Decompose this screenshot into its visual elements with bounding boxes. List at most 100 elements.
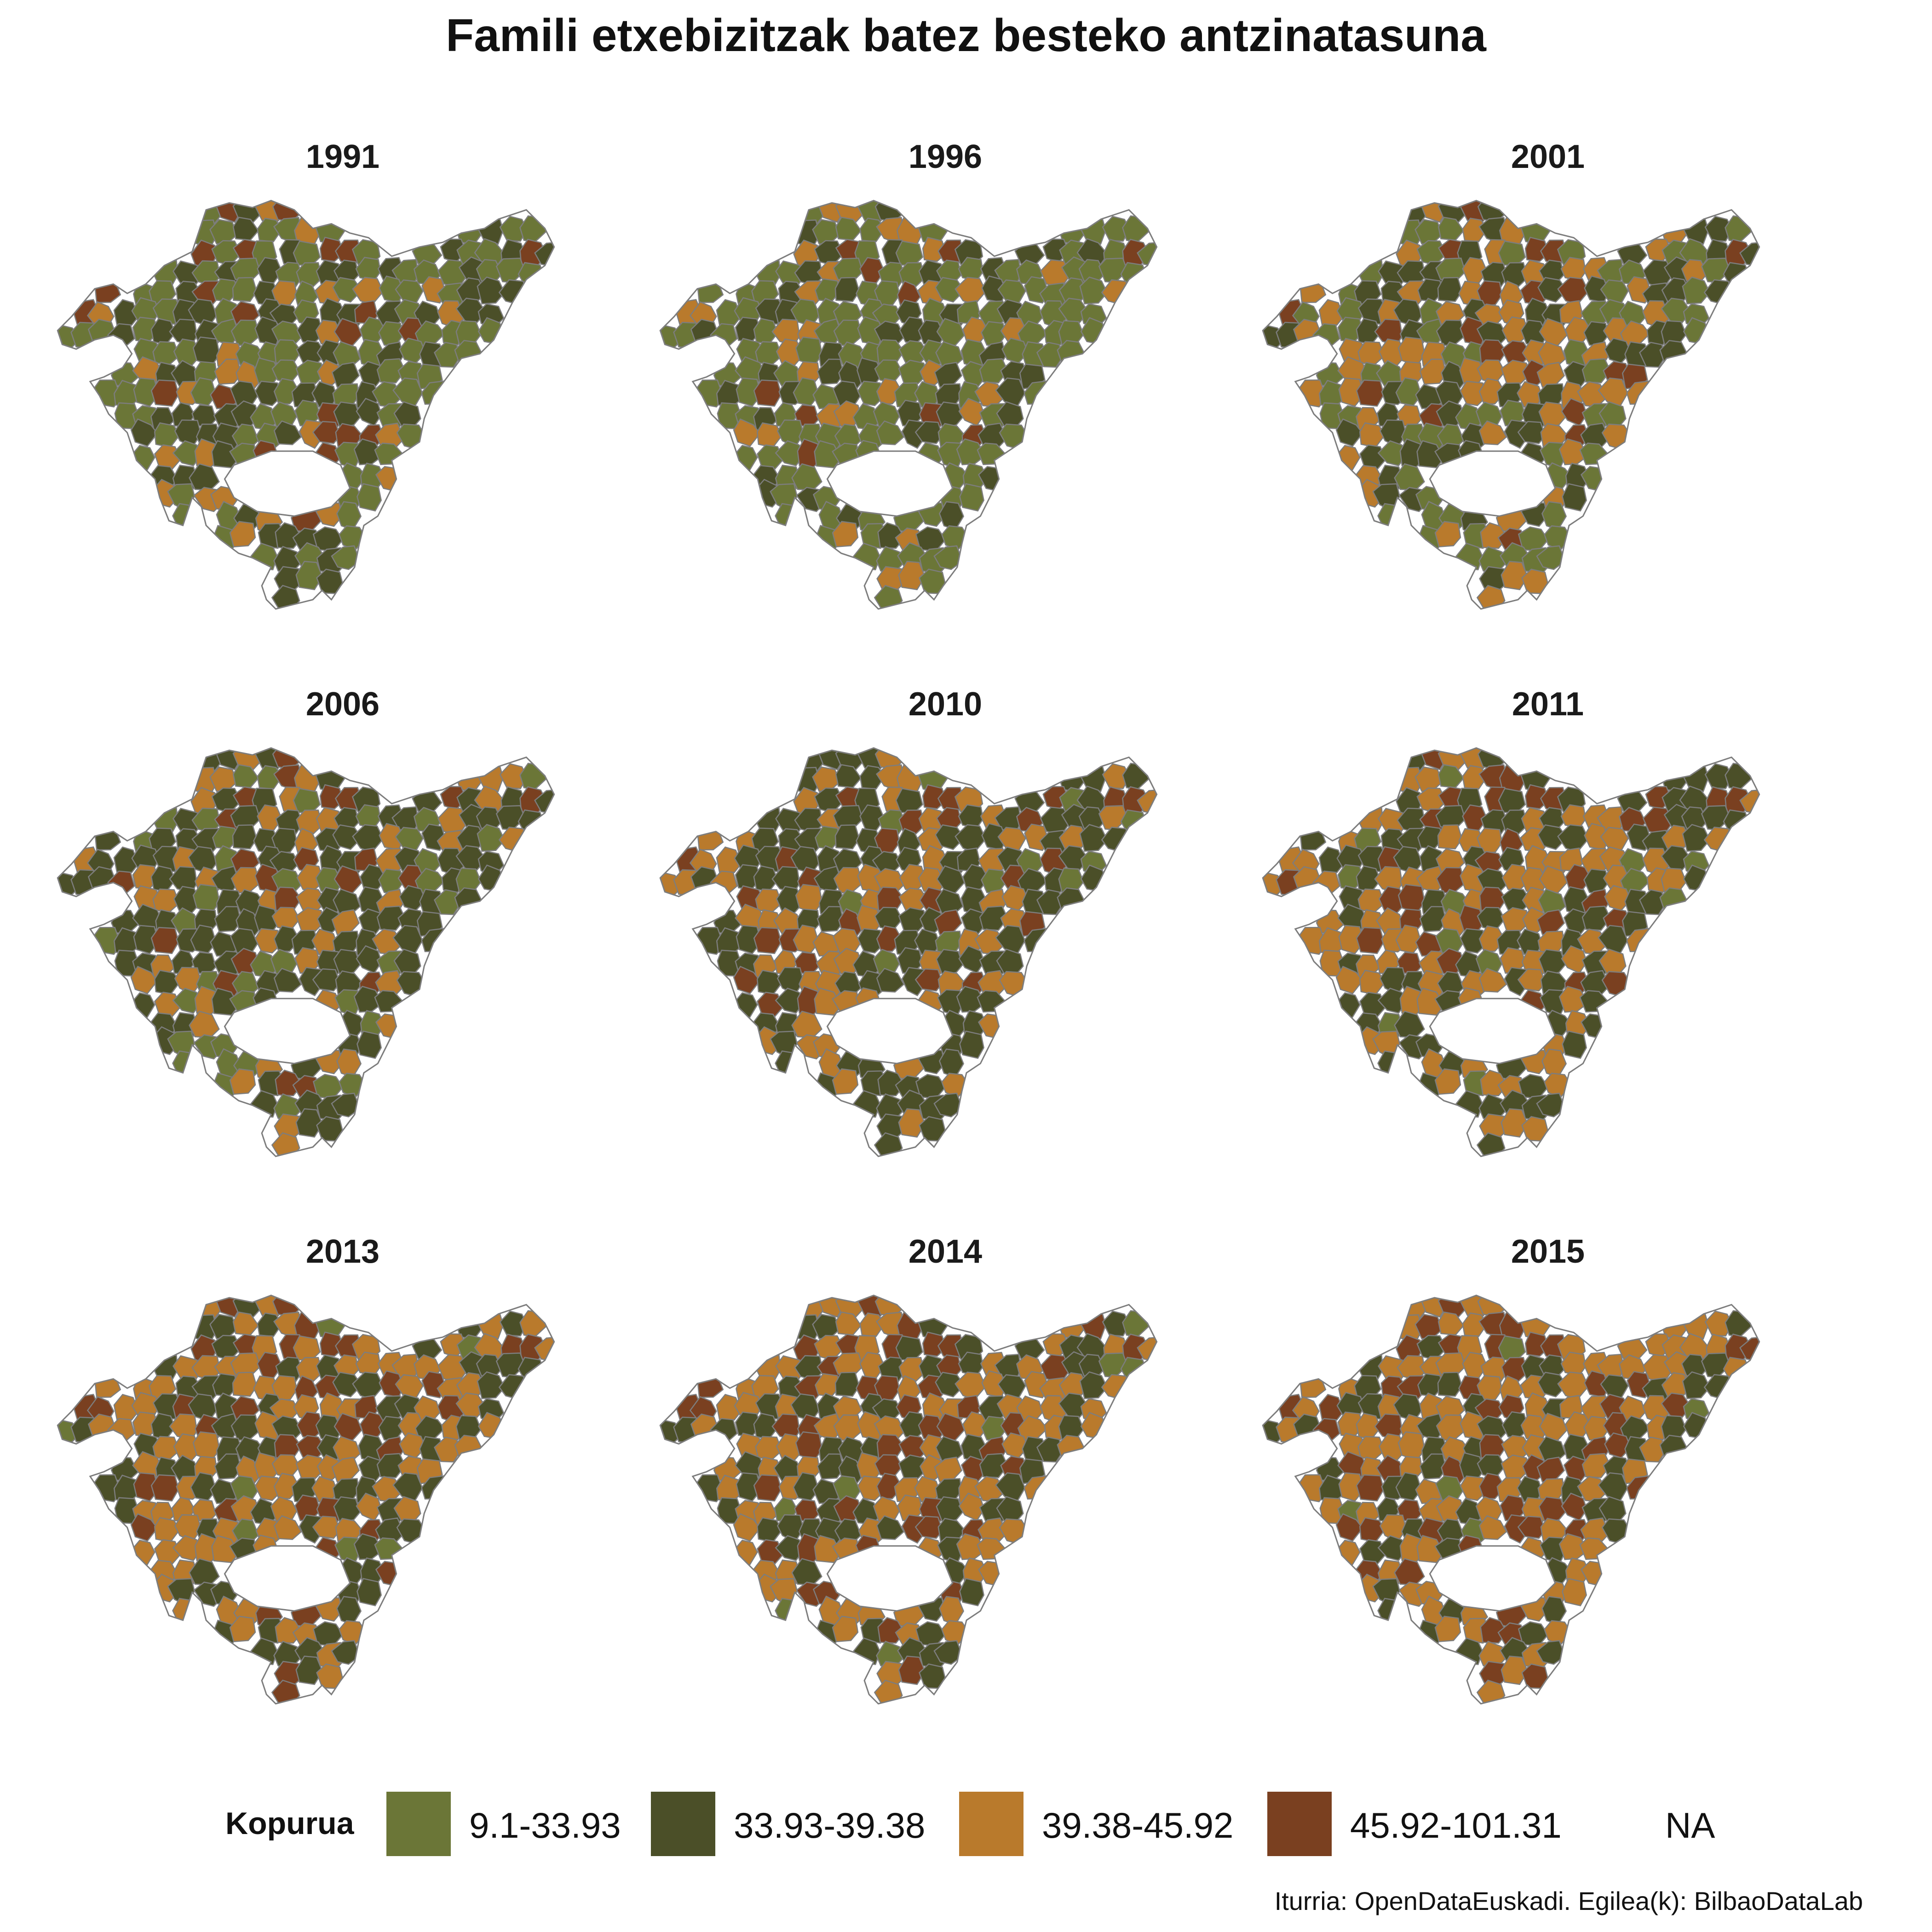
municipality-region	[898, 1656, 926, 1685]
municipality-region	[1079, 824, 1108, 852]
municipality-region	[1557, 1371, 1589, 1400]
municipality-region	[1562, 1030, 1587, 1059]
municipality-region	[1558, 1533, 1589, 1560]
municipality-region	[1335, 444, 1361, 473]
municipality-region	[1536, 1092, 1566, 1118]
municipality-region	[736, 1472, 762, 1502]
municipality-region	[1501, 1656, 1529, 1685]
municipality-region	[375, 466, 405, 492]
municipality-region	[895, 1335, 924, 1361]
municipality-region	[1356, 1474, 1385, 1502]
municipality-region	[113, 1394, 139, 1422]
municipality-region	[874, 1132, 903, 1156]
map-panel-2015: 2015	[1249, 1233, 1847, 1762]
municipality-region	[859, 765, 886, 790]
choropleth-map	[57, 200, 555, 610]
panel-year-title: 2013	[305, 1233, 380, 1270]
municipality-region	[192, 884, 220, 914]
municipality-region	[916, 442, 944, 470]
panel-year-title: 1996	[908, 138, 983, 175]
municipality-region	[1102, 1311, 1131, 1337]
municipality-region	[935, 277, 965, 303]
municipality-region	[1519, 1536, 1547, 1564]
municipality-region	[229, 521, 256, 548]
legend-label: 9.1-33.93	[469, 1805, 621, 1846]
municipality-region	[375, 1013, 405, 1039]
municipality-region	[353, 1533, 384, 1560]
municipality-region	[1537, 1372, 1568, 1397]
municipality-region	[352, 276, 384, 305]
municipality-region	[150, 1474, 179, 1502]
municipality-region	[816, 906, 845, 932]
municipality-region	[150, 380, 179, 407]
region-outline	[1262, 200, 1760, 610]
municipality-region	[1377, 1535, 1409, 1561]
municipality-region	[1462, 218, 1488, 242]
municipality-region	[130, 992, 155, 1020]
page-title: Famili etxebizitzak batez besteko antzin…	[446, 10, 1486, 61]
municipality-region	[935, 1372, 965, 1397]
municipality-region	[433, 1436, 461, 1463]
panel-year-title: 2014	[908, 1233, 983, 1270]
municipality-region	[832, 1068, 859, 1095]
municipality-region	[876, 420, 905, 445]
municipality-region	[154, 1517, 181, 1543]
municipality-region	[94, 1372, 121, 1398]
municipality-region	[150, 927, 179, 954]
municipality-region	[1036, 889, 1064, 915]
municipality-region	[1462, 765, 1488, 790]
municipality-region	[257, 1312, 283, 1337]
municipality-region	[1501, 1454, 1530, 1480]
choropleth-map	[1262, 1294, 1760, 1705]
municipality-region	[1681, 1311, 1709, 1340]
municipality-region	[1397, 336, 1426, 367]
municipality-region	[1437, 277, 1463, 302]
municipality-region	[1377, 1050, 1403, 1079]
municipality-region	[753, 380, 782, 407]
municipality-region	[733, 992, 758, 1020]
municipality-region	[978, 466, 1008, 492]
municipality-region	[977, 1537, 1007, 1560]
municipality-region	[959, 1578, 985, 1607]
municipality-region	[476, 764, 504, 793]
municipality-region	[978, 1560, 1008, 1587]
municipality-region	[959, 1030, 985, 1059]
municipality-region	[1538, 1496, 1566, 1524]
municipality-region	[1682, 824, 1711, 852]
municipality-region	[775, 1598, 800, 1627]
municipality-region	[898, 907, 927, 932]
municipality-region	[1335, 1513, 1363, 1542]
municipality-region	[1122, 763, 1150, 790]
municipality-region	[214, 1453, 242, 1480]
municipality-region	[192, 1431, 220, 1461]
municipality-region	[1122, 1310, 1150, 1338]
municipality-region	[331, 545, 361, 570]
municipality-region	[775, 1535, 806, 1561]
municipality-region	[898, 561, 926, 591]
municipality-region	[374, 443, 404, 466]
municipality-region	[1581, 358, 1611, 384]
municipality-region	[376, 358, 406, 384]
municipality-region	[1477, 280, 1503, 307]
municipality-region	[853, 1637, 881, 1665]
municipality-region	[133, 1472, 159, 1502]
municipality-region	[1682, 276, 1711, 305]
municipality-region	[874, 280, 900, 307]
municipality-region	[914, 968, 943, 992]
municipality-region	[1557, 824, 1589, 853]
municipality-region	[979, 905, 1009, 931]
municipality-region	[332, 1372, 362, 1397]
municipality-region	[333, 1496, 361, 1524]
municipality-region	[733, 1513, 761, 1542]
municipality-region	[254, 1475, 281, 1501]
municipality-region	[1478, 420, 1507, 445]
municipality-region	[1338, 925, 1364, 954]
municipality-region	[1318, 1394, 1345, 1422]
municipality-region	[232, 824, 258, 850]
map-panel-1991: 1991	[44, 138, 642, 667]
municipality-region	[130, 966, 158, 995]
panel-year-title: 2010	[908, 686, 983, 723]
municipality-region	[733, 966, 761, 995]
municipality-region	[519, 215, 547, 243]
municipality-region	[172, 440, 204, 466]
